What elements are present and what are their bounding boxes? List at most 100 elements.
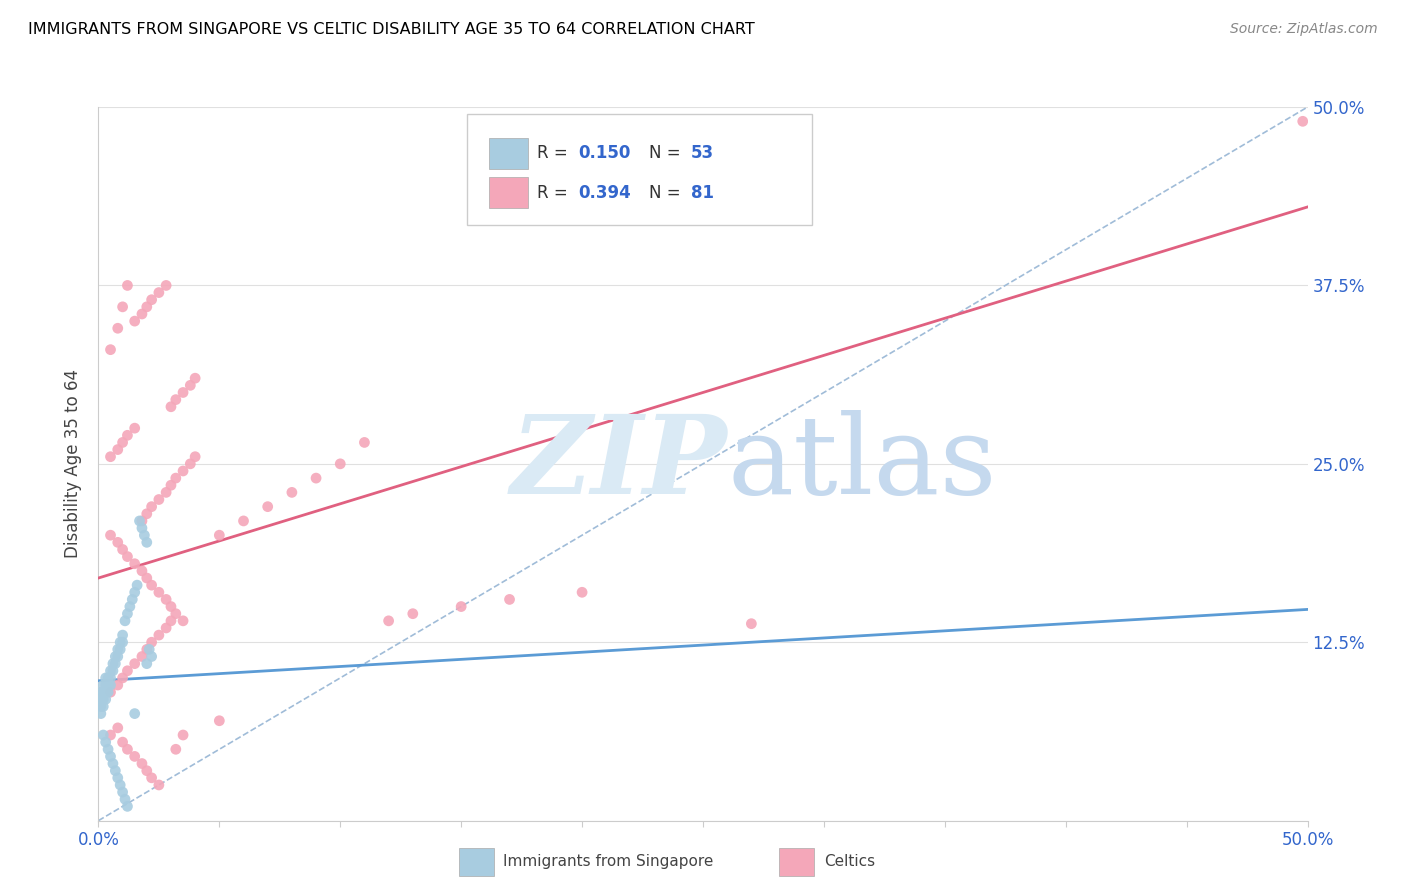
Point: [121, 592, 143, 607]
Point: [135, 507, 157, 521]
Text: Celtics: Celtics: [824, 854, 875, 869]
Point: [131, 521, 153, 535]
Point: [179, 378, 201, 392]
Point: [131, 649, 153, 664]
Point: [108, 778, 131, 792]
Point: [571, 585, 593, 599]
Text: 0.150: 0.150: [578, 145, 631, 162]
Point: [124, 585, 146, 599]
Point: [131, 564, 153, 578]
Point: [160, 614, 183, 628]
Point: [160, 478, 183, 492]
Point: [165, 392, 187, 407]
Point: [107, 649, 129, 664]
Point: [90, 706, 112, 721]
Point: [127, 578, 149, 592]
Text: R =: R =: [537, 145, 574, 162]
Text: N =: N =: [648, 184, 686, 202]
Point: [1292, 114, 1315, 128]
Point: [135, 642, 157, 657]
Text: 53: 53: [690, 145, 714, 162]
Point: [148, 285, 170, 300]
Point: [91, 678, 114, 692]
Point: [111, 735, 134, 749]
Text: R =: R =: [537, 184, 574, 202]
FancyBboxPatch shape: [489, 177, 527, 209]
Point: [740, 616, 762, 631]
Point: [124, 706, 146, 721]
Point: [117, 428, 139, 442]
Text: Immigrants from Singapore: Immigrants from Singapore: [503, 854, 714, 869]
Point: [118, 599, 141, 614]
Point: [100, 343, 122, 357]
Text: 0.394: 0.394: [578, 184, 631, 202]
Point: [281, 485, 304, 500]
Point: [117, 742, 139, 756]
Point: [111, 542, 134, 557]
Point: [305, 471, 328, 485]
Point: [107, 678, 129, 692]
Point: [117, 278, 139, 293]
Point: [172, 614, 194, 628]
Point: [135, 764, 157, 778]
Point: [498, 592, 520, 607]
Point: [107, 442, 129, 457]
Point: [97, 742, 120, 756]
Point: [155, 621, 177, 635]
Point: [165, 471, 187, 485]
Point: [184, 371, 207, 385]
Point: [107, 321, 129, 335]
Text: IMMIGRANTS FROM SINGAPORE VS CELTIC DISABILITY AGE 35 TO 64 CORRELATION CHART: IMMIGRANTS FROM SINGAPORE VS CELTIC DISA…: [28, 22, 755, 37]
FancyBboxPatch shape: [458, 847, 494, 876]
Point: [101, 756, 124, 771]
Point: [160, 400, 183, 414]
Point: [165, 607, 187, 621]
Point: [117, 607, 139, 621]
Point: [111, 785, 134, 799]
Point: [104, 657, 127, 671]
Point: [128, 514, 150, 528]
Point: [124, 749, 146, 764]
Point: [329, 457, 352, 471]
Point: [141, 500, 163, 514]
Point: [165, 742, 187, 756]
Text: 81: 81: [690, 184, 714, 202]
Point: [402, 607, 425, 621]
Point: [104, 649, 127, 664]
Point: [208, 528, 231, 542]
Point: [377, 614, 399, 628]
Point: [94, 678, 117, 692]
Text: Source: ZipAtlas.com: Source: ZipAtlas.com: [1230, 22, 1378, 37]
Text: ZIP: ZIP: [510, 410, 727, 517]
Point: [94, 671, 117, 685]
Point: [91, 728, 114, 742]
Point: [135, 535, 157, 549]
Point: [107, 642, 129, 657]
Point: [172, 728, 194, 742]
Point: [117, 664, 139, 678]
Point: [135, 657, 157, 671]
Point: [134, 528, 156, 542]
Point: [131, 514, 153, 528]
Point: [148, 585, 170, 599]
Point: [160, 599, 183, 614]
Point: [184, 450, 207, 464]
Point: [124, 657, 146, 671]
Point: [141, 649, 163, 664]
Point: [114, 614, 136, 628]
Point: [90, 685, 112, 699]
Point: [100, 685, 122, 699]
Point: [91, 699, 114, 714]
Point: [138, 642, 160, 657]
Point: [100, 528, 122, 542]
Point: [172, 385, 194, 400]
FancyBboxPatch shape: [779, 847, 814, 876]
Point: [141, 578, 163, 592]
Point: [101, 664, 124, 678]
Point: [97, 685, 120, 699]
Point: [179, 457, 201, 471]
Point: [107, 771, 129, 785]
Point: [107, 535, 129, 549]
Point: [232, 514, 254, 528]
Point: [100, 450, 122, 464]
